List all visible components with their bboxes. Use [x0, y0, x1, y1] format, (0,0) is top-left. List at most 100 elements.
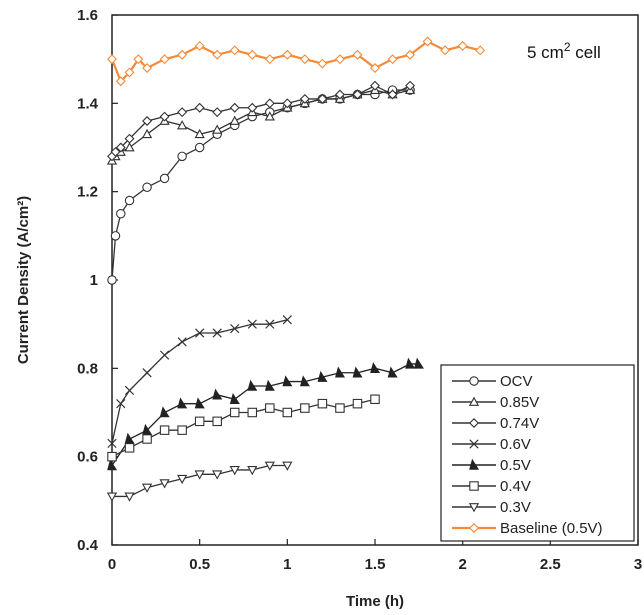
data-point [229, 392, 240, 404]
data-point [212, 107, 223, 118]
data-point [317, 93, 328, 104]
series-line [111, 398, 376, 458]
data-point [124, 67, 135, 78]
data-point [159, 350, 170, 360]
data-point [370, 80, 380, 91]
legend-marker [469, 439, 479, 449]
data-point [457, 40, 468, 51]
legend: OCV 0.85V 0.74V 0.6V 0.5V 0.4V 0.3V Baseline (0… [440, 364, 635, 542]
data-point [352, 89, 363, 100]
series-3 [107, 315, 292, 449]
series-5 [107, 394, 380, 462]
data-point [229, 115, 240, 125]
data-point [177, 107, 188, 118]
annotation-cell-size: 5 cm2 cell [527, 40, 601, 62]
data-point [110, 146, 121, 157]
data-point [107, 275, 117, 285]
data-point [264, 461, 275, 471]
series-7 [107, 36, 486, 87]
data-point [141, 483, 153, 493]
data-point [264, 54, 275, 65]
data-point [229, 45, 240, 56]
data-point [159, 173, 170, 184]
data-point [194, 102, 205, 113]
data-point [159, 111, 170, 122]
data-point [106, 492, 118, 502]
legend-marker [469, 418, 479, 428]
data-point [194, 416, 205, 427]
data-point [177, 151, 187, 162]
data-point [247, 102, 258, 113]
data-point [335, 366, 346, 378]
data-point [334, 89, 345, 100]
data-point [352, 49, 363, 60]
data-point [107, 438, 117, 449]
x-tick-label: 2.5 [540, 556, 561, 573]
legend-marker [469, 481, 479, 491]
data-point [282, 98, 293, 109]
data-point [229, 102, 240, 113]
legend-label: 0.3V [500, 499, 531, 516]
legend-marker [468, 396, 480, 406]
data-point [177, 397, 188, 409]
data-point [387, 366, 398, 378]
data-point [264, 111, 275, 121]
data-point [370, 63, 380, 73]
data-point [142, 434, 152, 444]
data-point [212, 124, 223, 134]
data-point [405, 49, 416, 60]
data-point [194, 142, 205, 153]
x-axis-ticks: 0 0.5 1 1.5 2 2.5 3 [108, 539, 642, 573]
data-point [107, 459, 118, 471]
y-axis-title: Current Density (A/cm²) [15, 196, 32, 364]
data-point [115, 142, 126, 153]
data-point [141, 128, 153, 139]
legend-marker [469, 376, 479, 386]
data-point [177, 425, 187, 435]
data-point [247, 379, 258, 391]
data-point [405, 357, 416, 369]
y-tick-label: 1.6 [77, 7, 98, 24]
y-tick-label: 0.6 [77, 449, 98, 466]
data-point [299, 93, 310, 104]
y-tick-label: 0.4 [77, 537, 99, 554]
data-point [159, 54, 170, 65]
data-point [176, 120, 188, 130]
data-point [317, 370, 328, 382]
data-point [115, 76, 126, 87]
data-point [142, 368, 152, 378]
data-point [265, 403, 275, 413]
data-point [110, 231, 121, 241]
data-point [142, 63, 153, 73]
y-tick-label: 1.2 [77, 184, 98, 201]
data-point [264, 379, 275, 391]
data-point [352, 366, 363, 378]
data-point [334, 54, 345, 65]
data-point [247, 319, 257, 329]
data-point [194, 397, 205, 409]
data-point [413, 357, 424, 369]
legend-marker [469, 523, 479, 533]
data-point [159, 406, 170, 418]
data-point [124, 492, 135, 502]
legend-label: 0.85V [500, 394, 539, 411]
series-6 [106, 461, 293, 502]
x-tick-label: 0 [108, 556, 116, 573]
data-point [177, 49, 188, 60]
data-point [142, 182, 152, 193]
x-tick-label: 2 [458, 556, 466, 573]
data-point [194, 470, 205, 480]
series-2 [107, 80, 416, 162]
data-point [440, 45, 451, 56]
x-tick-label: 0.5 [189, 556, 210, 573]
data-point [159, 479, 170, 489]
data-point [212, 49, 223, 60]
data-point [387, 54, 398, 65]
data-point [124, 195, 135, 206]
data-point [247, 407, 258, 418]
data-point [116, 209, 126, 219]
data-point [247, 49, 258, 60]
data-point [282, 315, 292, 325]
legend-label: Baseline (0.5V) [500, 520, 603, 537]
